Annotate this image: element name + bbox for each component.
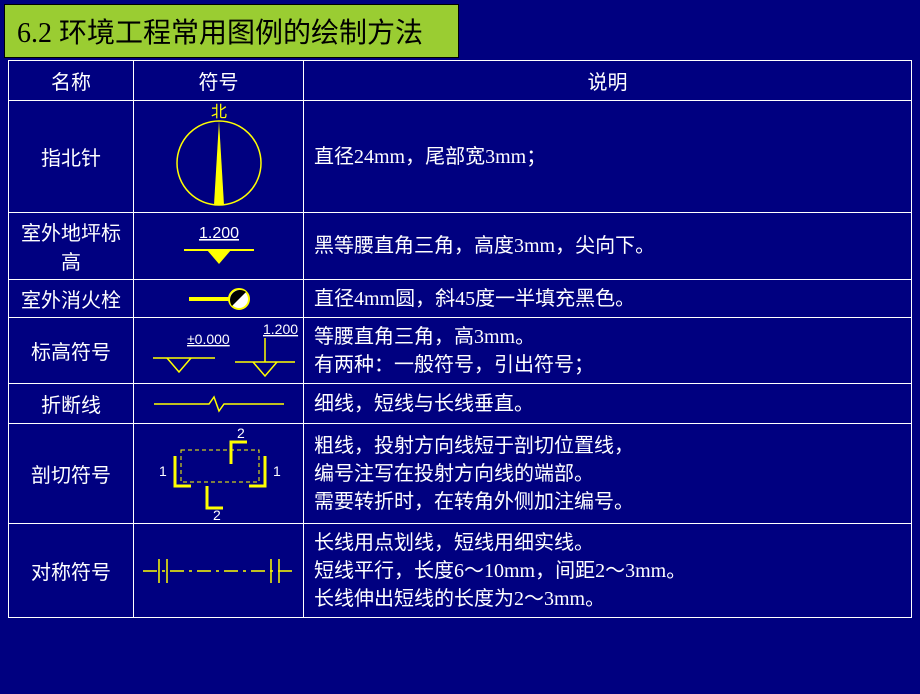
row-desc: 直径4mm圆，斜45度一半填充黑色。 bbox=[304, 280, 912, 318]
table-row: 指北针 北 直径24mm，尾部宽3mm； bbox=[9, 101, 912, 213]
svg-text:2: 2 bbox=[237, 426, 245, 441]
hydrant-icon bbox=[159, 282, 279, 316]
break-line-symbol-cell bbox=[134, 384, 304, 424]
row-desc: 黑等腰直角三角，高度3mm，尖向下。 bbox=[304, 213, 912, 280]
break-line-icon bbox=[144, 389, 294, 419]
symbol-table: 名称 符号 说明 指北针 北 直径24mm，尾部宽3mm； 室外地坪标高 1.2… bbox=[8, 60, 912, 618]
section-icon: 2 1 1 2 bbox=[135, 426, 303, 522]
row-desc: 长线用点划线，短线用细实线。 短线平行，长度6～10mm，间距2～3mm。 长线… bbox=[304, 524, 912, 618]
svg-text:北: 北 bbox=[210, 103, 226, 121]
svg-text:2: 2 bbox=[213, 507, 221, 522]
compass-icon: 北 bbox=[144, 103, 294, 211]
row-desc: 直径24mm，尾部宽3mm； bbox=[304, 101, 912, 213]
symmetry-icon bbox=[135, 551, 303, 591]
table-row: 对称符号 长线用点划线，短线用细实线。 短线平行，长度6～10mm，间距2～3m… bbox=[9, 524, 912, 618]
hydrant-symbol-cell bbox=[134, 280, 304, 318]
elevation-icon: ±0.000 1.200 bbox=[135, 320, 303, 382]
row-desc: 等腰直角三角，高3mm。 有两种：一般符号，引出符号； bbox=[304, 318, 912, 384]
col-name-header: 名称 bbox=[9, 61, 134, 101]
row-name: 室外消火栓 bbox=[9, 280, 134, 318]
compass-symbol-cell: 北 bbox=[134, 101, 304, 213]
col-symbol-header: 符号 bbox=[134, 61, 304, 101]
row-name: 标高符号 bbox=[9, 318, 134, 384]
symbol-table-wrap: 名称 符号 说明 指北针 北 直径24mm，尾部宽3mm； 室外地坪标高 1.2… bbox=[8, 60, 912, 618]
row-desc: 粗线，投射方向线短于剖切位置线， 编号注写在投射方向线的端部。 需要转折时，在转… bbox=[304, 424, 912, 524]
table-row: 标高符号 ±0.000 1.200 等腰直角三角，高3mm。 有两种：一般符号，… bbox=[9, 318, 912, 384]
table-row: 室外消火栓 直径4mm圆，斜45度一半填充黑色。 bbox=[9, 280, 912, 318]
symmetry-symbol-cell bbox=[134, 524, 304, 618]
ground-elev-symbol-cell: 1.200 bbox=[134, 213, 304, 280]
table-row: 室外地坪标高 1.200 黑等腰直角三角，高度3mm，尖向下。 bbox=[9, 213, 912, 280]
elevation-symbol-cell: ±0.000 1.200 bbox=[134, 318, 304, 384]
row-name: 剖切符号 bbox=[9, 424, 134, 524]
table-header-row: 名称 符号 说明 bbox=[9, 61, 912, 101]
ground-elev-icon: 1.200 bbox=[159, 224, 279, 268]
svg-text:±0.000: ±0.000 bbox=[187, 331, 230, 347]
section-symbol-cell: 2 1 1 2 bbox=[134, 424, 304, 524]
row-name: 折断线 bbox=[9, 384, 134, 424]
page-title: 6.2 环境工程常用图例的绘制方法 bbox=[4, 4, 459, 58]
svg-text:1: 1 bbox=[273, 463, 281, 479]
svg-text:1: 1 bbox=[159, 463, 167, 479]
row-name: 指北针 bbox=[9, 101, 134, 213]
row-name: 室外地坪标高 bbox=[9, 213, 134, 280]
row-name: 对称符号 bbox=[9, 524, 134, 618]
svg-text:1.200: 1.200 bbox=[263, 321, 298, 337]
col-desc-header: 说明 bbox=[304, 61, 912, 101]
table-row: 剖切符号 2 1 1 2 bbox=[9, 424, 912, 524]
row-desc: 细线，短线与长线垂直。 bbox=[304, 384, 912, 424]
svg-text:1.200: 1.200 bbox=[198, 225, 238, 242]
table-row: 折断线 细线，短线与长线垂直。 bbox=[9, 384, 912, 424]
